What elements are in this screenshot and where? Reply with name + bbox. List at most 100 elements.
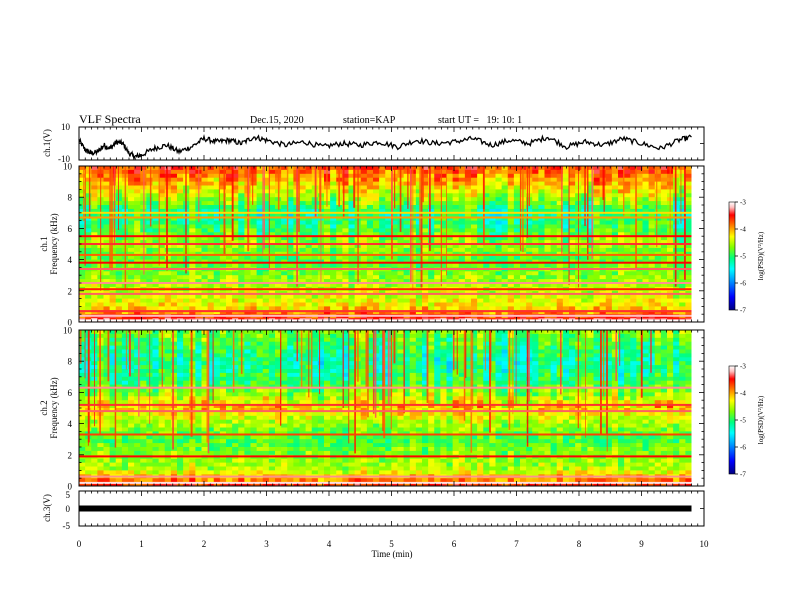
- spectrogram-cell: [415, 310, 423, 315]
- spectrogram-cell: [177, 216, 184, 221]
- spectrogram-cell: [464, 298, 472, 303]
- spectrogram-cell: [379, 228, 386, 233]
- spectrogram-cell: [103, 415, 111, 421]
- spectrogram-cell: [605, 197, 613, 202]
- spectrogram-cell: [489, 177, 496, 182]
- spectrogram-cell: [109, 302, 117, 307]
- spectrogram-cell: [446, 205, 454, 210]
- spectrogram-cell: [360, 181, 368, 186]
- spectrogram-cell: [134, 185, 141, 190]
- spectrogram-cell: [489, 212, 496, 218]
- spectrogram-cell: [428, 275, 435, 280]
- spectrogram-cell: [562, 294, 570, 299]
- spectrogram-cell: [471, 302, 478, 307]
- spectrogram-cell: [189, 205, 196, 210]
- spectrogram-cell: [103, 310, 111, 315]
- spectrogram-cell: [501, 212, 509, 218]
- spectrogram-cell: [379, 236, 386, 241]
- spectrogram-cell: [385, 302, 392, 307]
- spectrogram-cell: [471, 173, 478, 179]
- spectrogram-cell: [281, 185, 288, 190]
- spectrogram-cell: [385, 275, 392, 280]
- spectrogram-cell: [360, 263, 368, 268]
- spectrogram-cell: [268, 310, 276, 315]
- spectrogram-cell: [562, 197, 570, 202]
- colorbar-tick-label: -6: [740, 280, 746, 288]
- spectrogram-cell: [611, 201, 619, 206]
- spectrogram-cell: [483, 232, 490, 237]
- spectrogram-cell: [575, 298, 582, 303]
- spectrogram-cell: [428, 306, 435, 311]
- spectrogram-cell: [103, 228, 111, 233]
- spectrogram-cell: [121, 439, 129, 444]
- spectrogram-cell: [550, 247, 558, 253]
- spectrogram-cell: [85, 244, 92, 249]
- spectrogram-cell: [281, 306, 288, 311]
- spectrogram-cell: [336, 208, 343, 214]
- spectrogram-cell: [660, 224, 668, 229]
- spectrogram-cell: [195, 236, 202, 241]
- spectrogram-cell: [440, 298, 447, 303]
- spectrogram-cell: [115, 212, 123, 218]
- spectrogram-cell: [360, 279, 368, 284]
- spectrogram-cell: [679, 216, 686, 221]
- spectrogram-cell: [385, 205, 392, 210]
- spectrogram-cell: [128, 279, 135, 284]
- spectrogram-cell: [373, 306, 380, 311]
- date-label: Dec.15, 2020: [250, 115, 304, 126]
- spectrogram-cell: [624, 177, 631, 182]
- spectrogram-cell: [250, 240, 258, 245]
- spectrogram-cell: [342, 279, 349, 284]
- spectrogram-cell: [544, 271, 552, 276]
- spectrogram-cell: [305, 240, 313, 245]
- spectrogram-cell: [685, 212, 692, 218]
- spectrogram-cell: [593, 166, 601, 171]
- spectrogram-cell: [679, 247, 686, 253]
- spectrogram-cell: [121, 345, 129, 350]
- spectrogram-cell: [452, 232, 460, 237]
- spectrogram-cell: [373, 224, 380, 229]
- spectrogram-cell: [618, 224, 625, 229]
- spectrogram-cell: [91, 283, 98, 288]
- spectrogram-cell: [544, 244, 552, 249]
- spectrogram-cell: [213, 201, 221, 206]
- spectrogram-cell: [238, 275, 245, 280]
- spectrogram-cell: [391, 283, 398, 288]
- spectrogram-cell: [550, 298, 558, 303]
- spectrogram-cell: [287, 181, 294, 186]
- spectrogram-cell: [146, 302, 153, 307]
- spectrogram-cell: [342, 244, 349, 249]
- spectrogram-cell: [103, 392, 111, 397]
- spectrogram-cell: [268, 197, 276, 202]
- spectrogram-cell: [642, 185, 650, 190]
- spectrogram-cell: [642, 232, 650, 237]
- spectrogram-cell: [164, 177, 172, 182]
- spectrogram-cell: [134, 330, 141, 335]
- spectrogram-cell: [189, 216, 196, 221]
- spectrogram-cell: [624, 271, 631, 276]
- spectrogram-cell: [618, 255, 625, 260]
- spectrogram-cell: [422, 236, 429, 241]
- sferic-streak: [252, 166, 254, 205]
- spectrogram-cell: [121, 396, 129, 401]
- spectrogram-cell: [134, 466, 141, 471]
- spectrogram-cell: [287, 185, 294, 190]
- spectrogram-cell: [489, 169, 496, 175]
- spectrogram-cell: [458, 208, 466, 214]
- spectrogram-cell: [91, 181, 98, 186]
- spectrogram-cell: [422, 197, 429, 202]
- spectrogram-cell: [164, 306, 172, 311]
- spectrogram-cell: [569, 279, 576, 284]
- spectrogram-cell: [654, 197, 662, 202]
- spectrogram-cell: [103, 216, 111, 221]
- spectrogram-cell: [471, 177, 478, 182]
- spectrogram-cell: [250, 232, 258, 237]
- spectrogram-cell: [532, 279, 539, 284]
- spectrogram-cell: [213, 193, 221, 198]
- spectrogram-cell: [440, 275, 447, 280]
- spectrogram-cell: [685, 283, 692, 288]
- spectrogram-cell: [134, 400, 141, 405]
- spectrogram-cell: [79, 357, 86, 362]
- spectrogram-cell: [207, 224, 215, 229]
- spectrogram-cell: [195, 240, 202, 245]
